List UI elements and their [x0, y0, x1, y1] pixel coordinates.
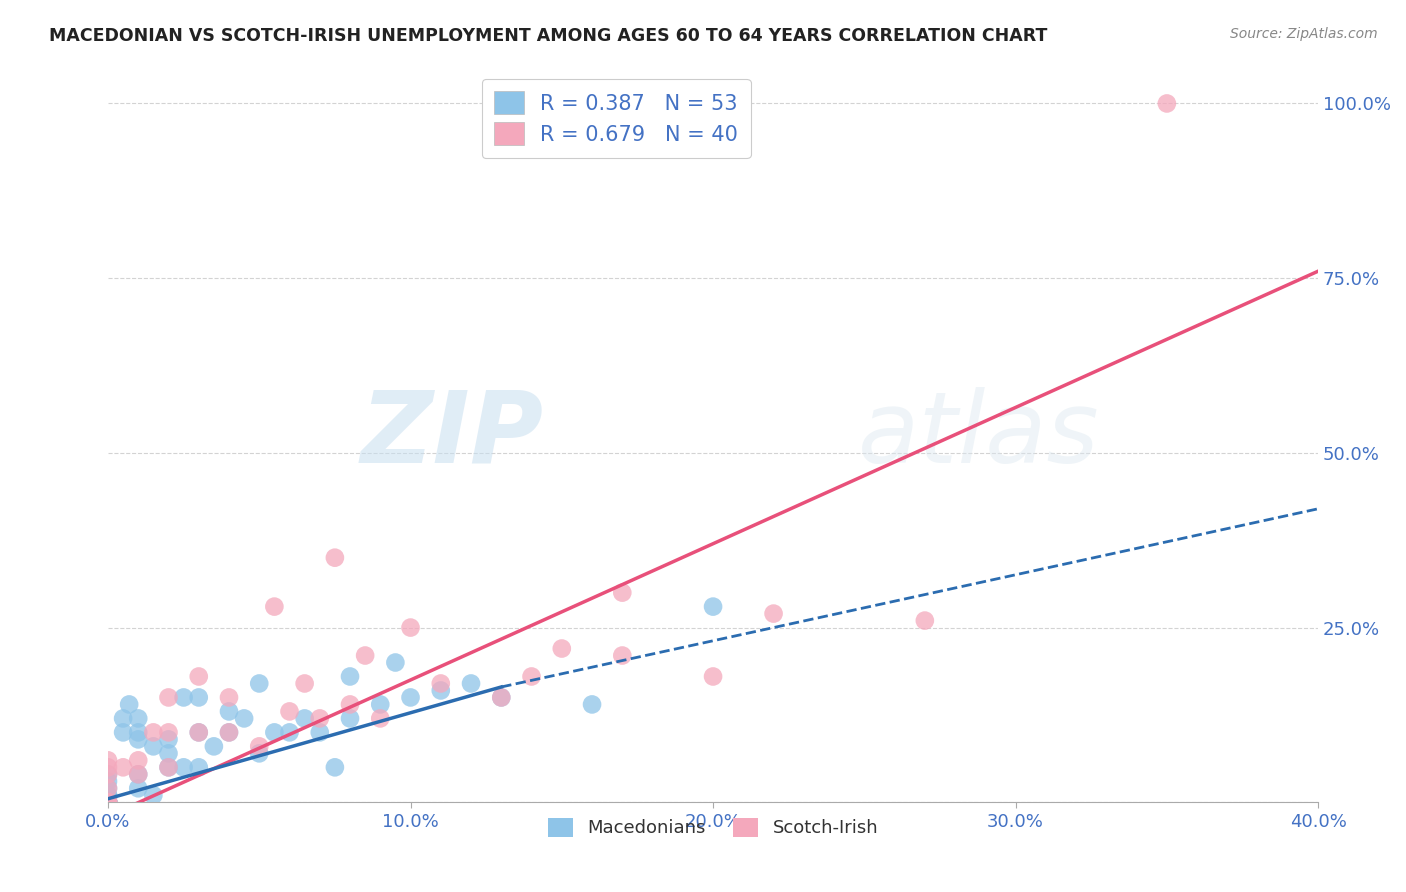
Point	[278, 705, 301, 719]
Point	[112, 711, 135, 725]
Point	[173, 690, 195, 705]
Point	[97, 795, 120, 809]
Point	[368, 711, 391, 725]
Point	[127, 711, 149, 725]
Point	[97, 795, 120, 809]
Point	[118, 698, 141, 712]
Point	[339, 711, 361, 725]
Point	[142, 789, 165, 803]
Point	[112, 725, 135, 739]
Point	[97, 767, 120, 781]
Point	[354, 648, 377, 663]
Point	[323, 760, 346, 774]
Point	[127, 767, 149, 781]
Point	[429, 676, 451, 690]
Point	[247, 739, 270, 754]
Point	[97, 760, 120, 774]
Point	[97, 795, 120, 809]
Text: ZIP: ZIP	[361, 387, 544, 483]
Point	[187, 760, 209, 774]
Point	[263, 599, 285, 614]
Point	[127, 725, 149, 739]
Point	[702, 669, 724, 683]
Point	[157, 732, 180, 747]
Point	[368, 698, 391, 712]
Point	[97, 795, 120, 809]
Point	[218, 725, 240, 739]
Point	[914, 614, 936, 628]
Point	[142, 725, 165, 739]
Point	[157, 725, 180, 739]
Point	[339, 698, 361, 712]
Point	[97, 795, 120, 809]
Point	[97, 795, 120, 809]
Point	[157, 747, 180, 761]
Point	[491, 690, 513, 705]
Point	[491, 690, 513, 705]
Point	[308, 711, 330, 725]
Point	[218, 725, 240, 739]
Point	[1156, 96, 1178, 111]
Point	[97, 789, 120, 803]
Point	[399, 621, 422, 635]
Point	[97, 774, 120, 789]
Point	[247, 676, 270, 690]
Point	[97, 795, 120, 809]
Point	[127, 753, 149, 767]
Point	[202, 739, 225, 754]
Point	[233, 711, 256, 725]
Point	[157, 760, 180, 774]
Point	[97, 781, 120, 796]
Point	[97, 789, 120, 803]
Point	[247, 747, 270, 761]
Text: MACEDONIAN VS SCOTCH-IRISH UNEMPLOYMENT AMONG AGES 60 TO 64 YEARS CORRELATION CH: MACEDONIAN VS SCOTCH-IRISH UNEMPLOYMENT …	[49, 27, 1047, 45]
Point	[520, 669, 543, 683]
Point	[308, 725, 330, 739]
Point	[399, 690, 422, 705]
Text: atlas: atlas	[858, 387, 1099, 483]
Point	[294, 676, 316, 690]
Point	[551, 641, 574, 656]
Point	[263, 725, 285, 739]
Point	[187, 725, 209, 739]
Text: Source: ZipAtlas.com: Source: ZipAtlas.com	[1230, 27, 1378, 41]
Point	[339, 669, 361, 683]
Point	[323, 550, 346, 565]
Point	[97, 781, 120, 796]
Point	[612, 648, 634, 663]
Point	[97, 795, 120, 809]
Point	[702, 599, 724, 614]
Point	[460, 676, 482, 690]
Point	[762, 607, 785, 621]
Point	[294, 711, 316, 725]
Point	[97, 795, 120, 809]
Point	[97, 791, 120, 805]
Point	[157, 690, 180, 705]
Point	[429, 683, 451, 698]
Point	[157, 760, 180, 774]
Point	[97, 795, 120, 809]
Point	[97, 767, 120, 781]
Point	[612, 585, 634, 599]
Point	[173, 760, 195, 774]
Point	[97, 753, 120, 767]
Point	[97, 795, 120, 809]
Point	[127, 732, 149, 747]
Point	[218, 705, 240, 719]
Point	[112, 760, 135, 774]
Point	[187, 725, 209, 739]
Point	[187, 690, 209, 705]
Point	[127, 767, 149, 781]
Point	[97, 795, 120, 809]
Point	[278, 725, 301, 739]
Point	[218, 690, 240, 705]
Point	[581, 698, 603, 712]
Point	[142, 739, 165, 754]
Point	[127, 781, 149, 796]
Legend: Macedonians, Scotch-Irish: Macedonians, Scotch-Irish	[540, 811, 886, 845]
Point	[384, 656, 406, 670]
Point	[187, 669, 209, 683]
Point	[97, 795, 120, 809]
